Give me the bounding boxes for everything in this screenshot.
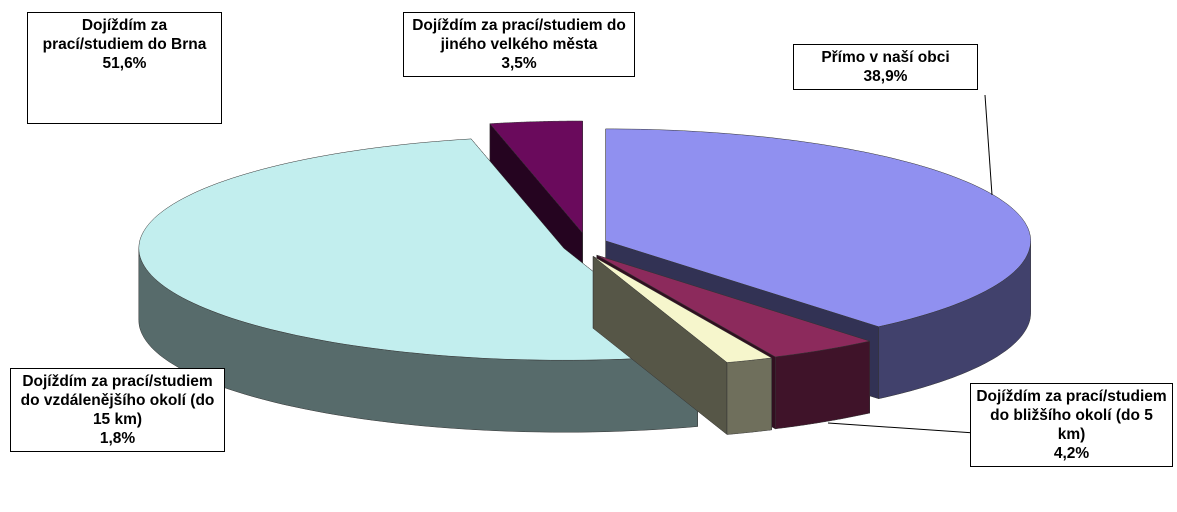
label-box: Dojíždím za prací/studiem do Brna 51,6% xyxy=(27,12,222,124)
category-label: Dojíždím za prací/studiem do Brna xyxy=(42,17,207,53)
slice xyxy=(592,256,773,363)
value-label: 4,2% xyxy=(1053,445,1090,462)
label-box: Dojíždím za prací/studiem do jiného velk… xyxy=(403,12,635,77)
leader-line xyxy=(984,94,993,196)
leader-line xyxy=(827,422,976,434)
label-box: Dojíždím za prací/studiem do bližšího ok… xyxy=(970,383,1173,467)
label-box: Dojíždím za prací/studiem do vzdálenější… xyxy=(10,368,225,452)
slice xyxy=(489,120,583,234)
value-label: 3,5% xyxy=(501,55,537,72)
category-label: Dojíždím za prací/studiem do jiného velk… xyxy=(412,17,626,53)
slice xyxy=(605,128,1031,327)
slice-wall xyxy=(726,357,772,435)
value-label: 38,9% xyxy=(863,68,908,85)
category-label: Dojíždím za prací/studiem do vzdálenější… xyxy=(20,373,215,428)
category-label: Dojíždím za prací/studiem do bližšího ok… xyxy=(976,388,1167,443)
slice xyxy=(138,138,699,361)
value-label: 51,6% xyxy=(102,55,147,72)
category-label: Přímo v naší obci xyxy=(821,49,950,66)
slice xyxy=(596,254,870,358)
label-box: Přímo v naší obci 38,9% xyxy=(793,44,978,90)
value-label: 1,8% xyxy=(99,430,136,447)
